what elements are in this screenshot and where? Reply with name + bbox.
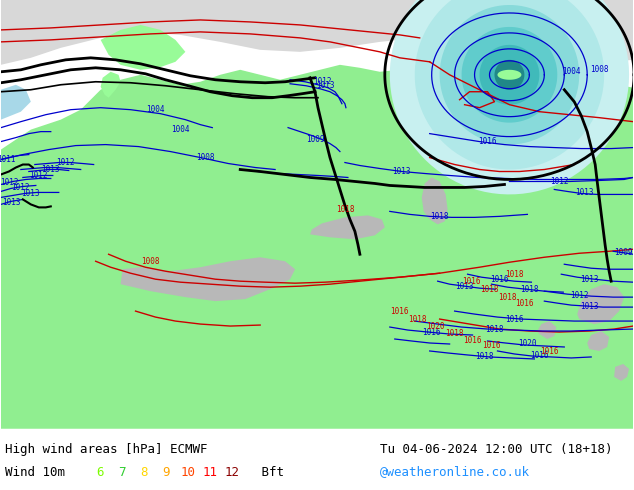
Text: 1018: 1018: [408, 315, 427, 323]
Polygon shape: [390, 0, 629, 195]
Text: 1016: 1016: [482, 342, 501, 350]
Text: 1018: 1018: [445, 328, 464, 338]
Text: 1013: 1013: [575, 188, 593, 197]
Text: 6: 6: [96, 466, 104, 479]
Text: Tu 04-06-2024 12:00 UTC (18+18): Tu 04-06-2024 12:00 UTC (18+18): [380, 443, 612, 456]
Text: 1009: 1009: [306, 135, 324, 144]
Polygon shape: [1, 85, 31, 120]
Text: 1011: 1011: [0, 155, 15, 164]
Polygon shape: [310, 216, 385, 239]
Text: 1004: 1004: [562, 67, 581, 76]
Text: 1020: 1020: [427, 321, 445, 331]
Polygon shape: [577, 284, 624, 324]
Polygon shape: [587, 331, 609, 351]
Polygon shape: [439, 5, 579, 145]
Text: Bft: Bft: [254, 466, 284, 479]
Text: 1008: 1008: [590, 65, 609, 74]
Polygon shape: [101, 25, 185, 70]
Text: 1016: 1016: [463, 336, 482, 344]
Text: High wind areas [hPa] ECMWF: High wind areas [hPa] ECMWF: [5, 443, 207, 456]
Text: 1016: 1016: [540, 347, 559, 356]
Text: 12: 12: [224, 466, 240, 479]
Text: 1018: 1018: [498, 293, 517, 302]
Text: Wind 10m: Wind 10m: [5, 466, 65, 479]
Text: 1013: 1013: [580, 302, 598, 311]
Text: 1016: 1016: [422, 327, 441, 337]
Text: 1012: 1012: [11, 183, 30, 192]
Text: 1016: 1016: [505, 315, 524, 323]
Polygon shape: [120, 257, 295, 301]
Polygon shape: [614, 364, 629, 381]
Polygon shape: [101, 72, 120, 98]
Text: 1018: 1018: [505, 270, 524, 279]
Text: 1004: 1004: [171, 125, 190, 134]
Text: 1016: 1016: [515, 298, 534, 308]
Text: 7: 7: [119, 466, 126, 479]
Text: 1012: 1012: [0, 178, 18, 187]
Text: 1012: 1012: [56, 158, 75, 167]
Text: 1016: 1016: [391, 307, 409, 316]
Text: 1013: 1013: [316, 81, 334, 90]
Polygon shape: [1, 0, 633, 65]
Text: 1012: 1012: [30, 171, 48, 180]
Polygon shape: [538, 321, 556, 339]
Text: @weatheronline.co.uk: @weatheronline.co.uk: [380, 466, 530, 479]
Text: 8: 8: [140, 466, 148, 479]
Text: 1013: 1013: [392, 167, 411, 176]
Text: 1018: 1018: [485, 324, 504, 334]
Polygon shape: [422, 85, 460, 140]
Text: 9: 9: [162, 466, 170, 479]
Polygon shape: [415, 0, 604, 170]
Polygon shape: [1, 62, 633, 429]
Text: 1018: 1018: [520, 285, 539, 294]
Text: 1004: 1004: [146, 105, 165, 114]
Text: 1013: 1013: [22, 189, 40, 198]
Text: 1018: 1018: [480, 285, 499, 294]
Text: 1013: 1013: [41, 165, 60, 174]
Text: 1013: 1013: [455, 282, 474, 291]
Polygon shape: [495, 60, 524, 90]
Text: 1016: 1016: [490, 275, 508, 284]
Text: 1013: 1013: [2, 198, 20, 207]
Polygon shape: [498, 70, 521, 80]
Text: 1012: 1012: [550, 177, 569, 186]
Text: 1009: 1009: [614, 248, 632, 257]
Text: 1012: 1012: [570, 291, 588, 300]
Text: 1013: 1013: [580, 275, 598, 284]
Text: 1016: 1016: [462, 277, 481, 286]
Text: 11: 11: [202, 466, 217, 479]
Polygon shape: [462, 27, 557, 122]
Text: 1012: 1012: [313, 77, 331, 86]
Text: 1018: 1018: [335, 205, 354, 214]
Text: 1018: 1018: [430, 212, 449, 221]
Text: 1020: 1020: [518, 340, 536, 348]
Text: 1016: 1016: [530, 351, 548, 361]
Text: 10: 10: [181, 466, 195, 479]
Text: 1018: 1018: [476, 352, 494, 362]
Text: 1016: 1016: [478, 137, 497, 146]
Polygon shape: [479, 45, 540, 105]
Polygon shape: [422, 177, 448, 224]
Text: 1008: 1008: [196, 153, 214, 162]
Text: 1008: 1008: [141, 257, 160, 266]
